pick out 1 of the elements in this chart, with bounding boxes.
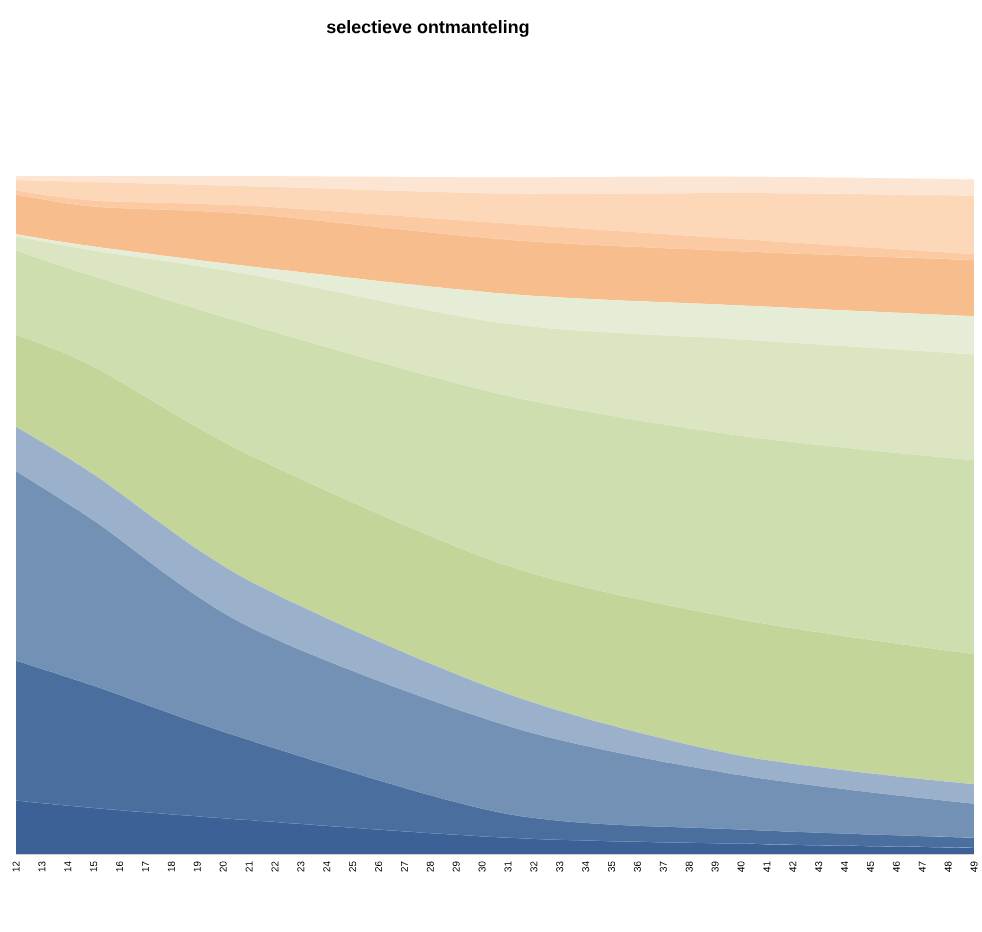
- chart-title: selectieve ontmanteling: [326, 20, 529, 37]
